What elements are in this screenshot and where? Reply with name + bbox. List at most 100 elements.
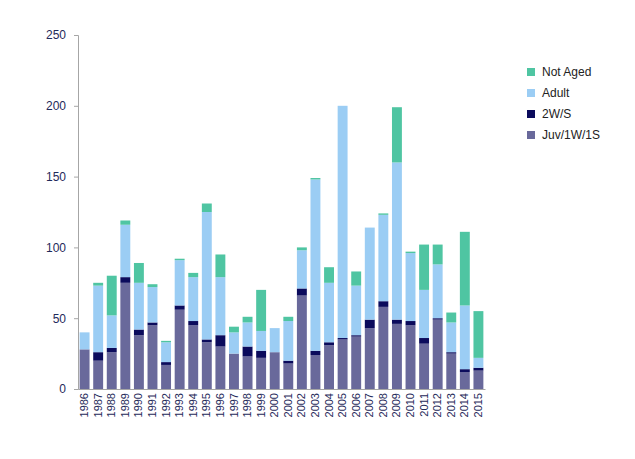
x-tick: 1988	[105, 389, 117, 417]
x-axis: 1986198719881989199019911992199319941995…	[78, 389, 485, 417]
bar	[446, 354, 456, 389]
bar	[406, 321, 416, 325]
x-tick: 2003	[309, 389, 321, 417]
y-tick-label: 50	[53, 312, 67, 326]
bar	[161, 362, 171, 365]
bar	[229, 332, 239, 353]
x-tick: 2010	[404, 389, 416, 417]
bar	[120, 225, 130, 277]
x-tick: 2001	[282, 389, 294, 417]
legend-label: Not Aged	[542, 65, 591, 79]
legend: Not AgedAdult2W/SJuv/1W/1S	[527, 65, 600, 142]
x-tick: 1989	[119, 389, 131, 417]
bar	[256, 351, 266, 358]
bar	[243, 356, 253, 389]
x-tick: 1987	[92, 389, 104, 417]
y-axis: 050100150200250	[46, 28, 79, 396]
bar	[297, 296, 307, 389]
x-tick-label: 1996	[214, 393, 226, 417]
bars	[80, 106, 484, 389]
bar	[460, 232, 470, 306]
bar	[460, 372, 470, 389]
x-tick-label: 2015	[472, 393, 484, 417]
bar	[406, 325, 416, 389]
x-tick-label: 2014	[458, 393, 470, 417]
bar	[392, 107, 402, 162]
bar	[351, 335, 361, 336]
x-tick: 1991	[146, 389, 158, 417]
bar	[338, 339, 348, 389]
y-tick-label: 0	[59, 382, 66, 396]
bar	[256, 290, 266, 331]
bar	[433, 264, 443, 318]
series	[80, 106, 484, 369]
bar	[161, 365, 171, 389]
plot: 0501001502002501986198719881989199019911…	[46, 28, 486, 417]
bar	[473, 371, 483, 389]
x-tick: 1996	[214, 389, 226, 417]
y-tick-label: 250	[46, 28, 66, 42]
bar	[202, 212, 212, 339]
bar	[297, 288, 307, 295]
legend-label: 2W/S	[542, 107, 571, 121]
bar	[460, 305, 470, 369]
bar	[120, 277, 130, 283]
x-tick: 1994	[187, 389, 199, 417]
bar	[120, 283, 130, 389]
y-tick-mark	[74, 247, 78, 248]
y-tick-mark	[74, 389, 78, 390]
x-tick-label: 2011	[418, 393, 430, 417]
x-tick: 2006	[350, 389, 362, 417]
bar	[93, 283, 103, 286]
chart: 0501001502002501986198719881989199019911…	[0, 0, 635, 459]
x-tick-label: 1993	[173, 393, 185, 417]
bar	[365, 328, 375, 389]
bar	[188, 325, 198, 389]
x-tick-label: 1992	[160, 393, 172, 417]
bar	[338, 106, 348, 338]
bar	[283, 317, 293, 321]
bar	[446, 352, 456, 353]
y-tick-mark	[74, 177, 78, 178]
x-tick-label: 1986	[78, 393, 90, 417]
bar	[202, 204, 212, 212]
bar	[188, 277, 198, 321]
bar	[93, 286, 103, 353]
x-tick-label: 2012	[431, 393, 443, 417]
bar	[324, 283, 334, 342]
bar	[473, 358, 483, 368]
y-tick-label: 150	[46, 170, 66, 184]
series	[93, 277, 483, 372]
bar	[134, 263, 144, 283]
legend-item: 2W/S	[527, 107, 571, 121]
bar	[134, 283, 144, 330]
bar	[256, 358, 266, 389]
bar	[229, 327, 239, 333]
bar	[148, 325, 158, 389]
bar	[351, 271, 361, 285]
bar	[215, 335, 225, 346]
bar	[365, 228, 375, 320]
bar	[148, 284, 158, 287]
x-tick: 1997	[227, 389, 239, 417]
bar	[378, 307, 388, 389]
bar	[433, 318, 443, 319]
bar	[107, 276, 117, 316]
x-tick: 2011	[418, 389, 430, 417]
bar	[270, 328, 280, 352]
bar	[365, 320, 375, 328]
bar	[351, 337, 361, 389]
x-tick: 1993	[173, 389, 185, 417]
x-tick: 2002	[295, 389, 307, 417]
bar	[148, 287, 158, 322]
bar	[297, 250, 307, 288]
bar	[433, 245, 443, 265]
bar	[175, 260, 185, 305]
bar	[324, 267, 334, 283]
bar	[365, 227, 375, 228]
bar	[446, 322, 456, 352]
legend-swatch	[527, 68, 535, 76]
x-tick-label: 2008	[377, 393, 389, 417]
y-tick: 150	[46, 170, 78, 184]
x-tick-label: 1991	[146, 393, 158, 417]
